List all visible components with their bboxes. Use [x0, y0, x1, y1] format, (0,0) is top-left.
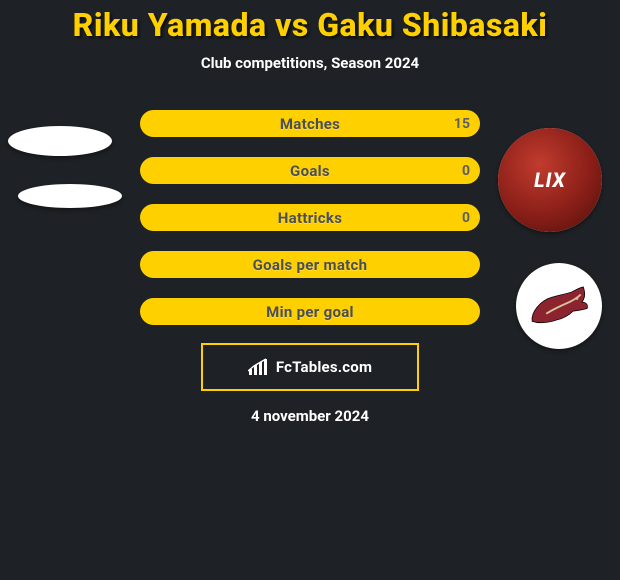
fctables-logo-text: FcTables.com — [276, 358, 372, 376]
player2-avatar-text: LIX — [498, 128, 602, 232]
stat-row-hattricks: Hattricks 0 — [140, 204, 480, 231]
stat-row-goals-per-match: Goals per match — [140, 251, 480, 278]
stat-row-min-per-goal: Min per goal — [140, 298, 480, 325]
coyote-icon — [527, 283, 591, 329]
stat-value-right: 15 — [454, 116, 470, 132]
title-player1: Riku Yamada — [73, 6, 267, 44]
stat-row-goals: Goals 0 — [140, 157, 480, 184]
page-title: Riku Yamada vs Gaku Shibasaki — [0, 6, 620, 44]
player1-avatar-placeholder — [8, 126, 112, 156]
title-player2: Gaku Shibasaki — [317, 6, 547, 44]
stat-label: Goals per match — [253, 256, 368, 274]
title-vs: vs — [275, 6, 309, 44]
team1-logo-placeholder — [18, 184, 122, 208]
bar-chart-icon — [248, 358, 270, 376]
stat-label: Goals — [290, 162, 330, 180]
team2-logo — [516, 263, 602, 349]
stat-row-matches: Matches 15 — [140, 110, 480, 137]
stat-label: Hattricks — [278, 209, 342, 227]
stat-value-right: 0 — [462, 210, 470, 226]
player2-avatar: LIX — [498, 128, 602, 232]
stat-value-right: 0 — [462, 163, 470, 179]
stat-label: Min per goal — [266, 303, 354, 321]
stat-label: Matches — [280, 115, 340, 133]
fctables-logo[interactable]: FcTables.com — [201, 343, 419, 391]
date-label: 4 november 2024 — [0, 407, 620, 425]
subtitle: Club competitions, Season 2024 — [0, 54, 620, 72]
